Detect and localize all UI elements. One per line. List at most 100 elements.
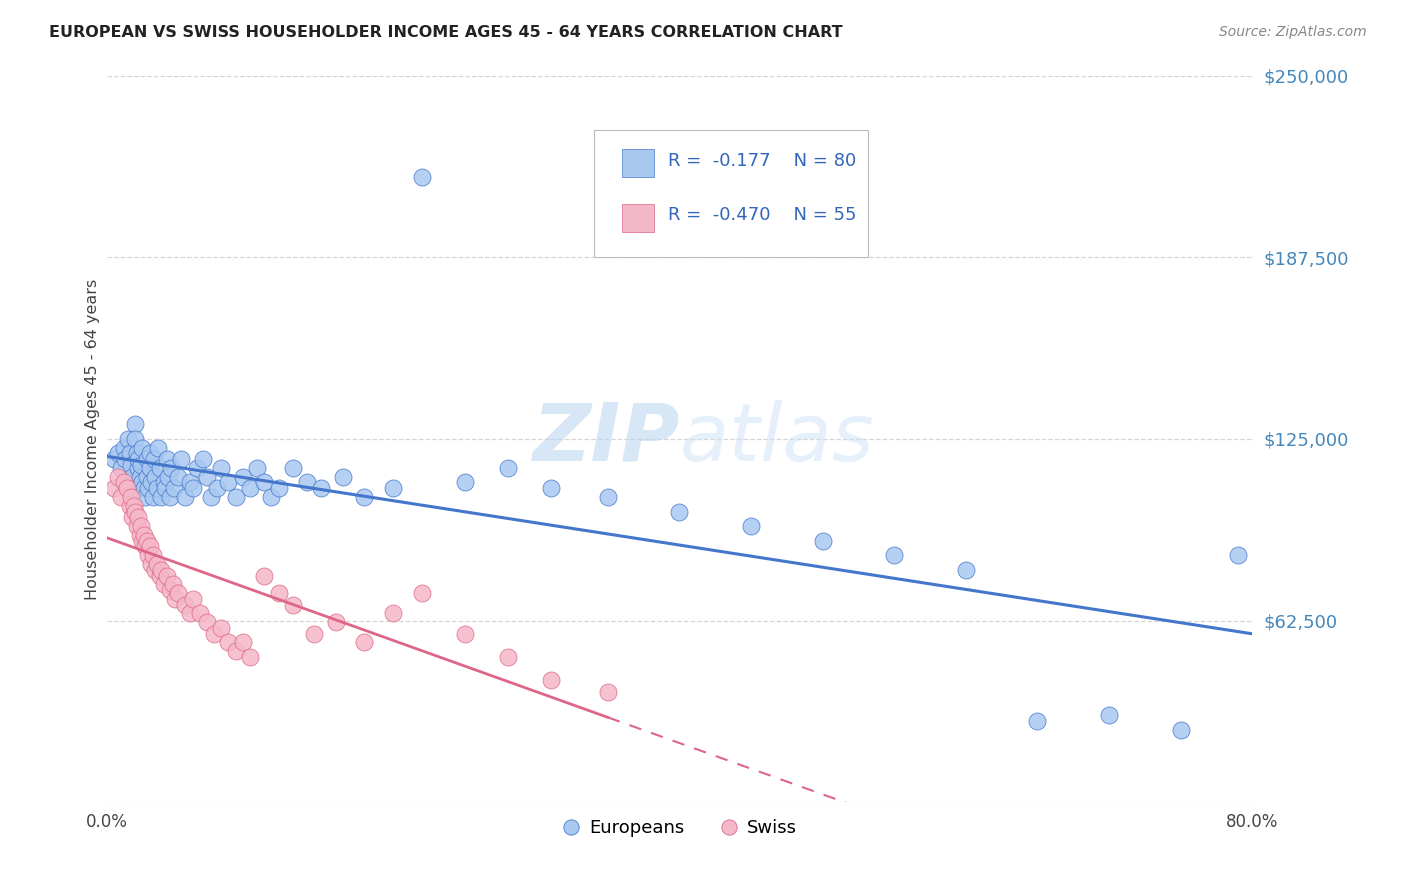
Point — [146, 557, 169, 571]
Point — [186, 461, 208, 475]
Point — [131, 475, 153, 490]
Text: Source: ZipAtlas.com: Source: ZipAtlas.com — [1219, 25, 1367, 39]
Point — [136, 548, 159, 562]
Point — [150, 563, 173, 577]
Point — [353, 490, 375, 504]
Point — [382, 481, 405, 495]
Point — [125, 446, 148, 460]
Point — [217, 475, 239, 490]
Point — [740, 519, 762, 533]
Point — [253, 568, 276, 582]
Text: R =  -0.470    N = 55: R = -0.470 N = 55 — [668, 206, 856, 224]
Point — [127, 452, 149, 467]
Point — [103, 452, 125, 467]
Point — [127, 510, 149, 524]
Point — [139, 557, 162, 571]
Point — [883, 548, 905, 562]
Point — [129, 458, 152, 472]
Text: atlas: atlas — [679, 400, 875, 478]
Point — [225, 644, 247, 658]
Point — [596, 490, 619, 504]
Point — [411, 170, 433, 185]
Point — [122, 481, 145, 495]
Point — [281, 461, 304, 475]
Point — [179, 607, 201, 621]
Point — [115, 481, 138, 495]
Point — [110, 461, 132, 475]
Point — [1026, 714, 1049, 728]
Legend: Europeans, Swiss: Europeans, Swiss — [554, 812, 804, 844]
Point — [124, 417, 146, 432]
Point — [118, 446, 141, 460]
Point — [141, 490, 163, 504]
Point — [232, 635, 254, 649]
Point — [188, 607, 211, 621]
Point — [135, 452, 157, 467]
Point — [174, 490, 197, 504]
Point — [121, 469, 143, 483]
Point — [149, 568, 172, 582]
Point — [295, 475, 318, 490]
Point — [174, 598, 197, 612]
Point — [304, 626, 326, 640]
Point — [382, 607, 405, 621]
Point — [195, 469, 218, 483]
Point — [191, 452, 214, 467]
Point — [217, 635, 239, 649]
Point — [138, 446, 160, 460]
Point — [195, 615, 218, 629]
Point — [253, 475, 276, 490]
Point — [325, 615, 347, 629]
Point — [239, 481, 262, 495]
Point — [120, 490, 142, 504]
Point — [146, 481, 169, 495]
Point — [353, 635, 375, 649]
Bar — [623, 203, 654, 232]
Point — [117, 432, 139, 446]
Point — [155, 481, 177, 495]
Point — [1226, 548, 1249, 562]
Point — [141, 548, 163, 562]
Point — [121, 510, 143, 524]
Point — [159, 490, 181, 504]
Point — [811, 533, 834, 548]
Point — [160, 461, 183, 475]
Point — [596, 685, 619, 699]
Point — [162, 577, 184, 591]
Bar — [623, 149, 654, 178]
Point — [267, 586, 290, 600]
Point — [122, 499, 145, 513]
Point — [496, 649, 519, 664]
Point — [107, 446, 129, 460]
Point — [955, 563, 977, 577]
Point — [150, 490, 173, 504]
Point — [170, 452, 193, 467]
Text: EUROPEAN VS SWISS HOUSEHOLDER INCOME AGES 45 - 64 YEARS CORRELATION CHART: EUROPEAN VS SWISS HOUSEHOLDER INCOME AGE… — [49, 25, 842, 40]
Point — [124, 432, 146, 446]
Point — [209, 621, 232, 635]
Point — [209, 461, 232, 475]
Point — [131, 441, 153, 455]
Point — [200, 490, 222, 504]
Point — [136, 481, 159, 495]
Point — [1098, 708, 1121, 723]
Point — [131, 533, 153, 548]
Point — [260, 490, 283, 504]
Point — [267, 481, 290, 495]
Text: R =  -0.177    N = 80: R = -0.177 N = 80 — [668, 152, 856, 169]
Point — [157, 469, 180, 483]
Point — [134, 540, 156, 554]
Point — [540, 481, 562, 495]
FancyBboxPatch shape — [593, 130, 869, 257]
Point — [112, 475, 135, 490]
Point — [132, 528, 155, 542]
Point — [149, 461, 172, 475]
Point — [156, 568, 179, 582]
Point — [145, 563, 167, 577]
Point — [135, 533, 157, 548]
Point — [135, 469, 157, 483]
Point — [120, 458, 142, 472]
Point — [142, 452, 165, 467]
Point — [148, 441, 170, 455]
Point — [138, 540, 160, 554]
